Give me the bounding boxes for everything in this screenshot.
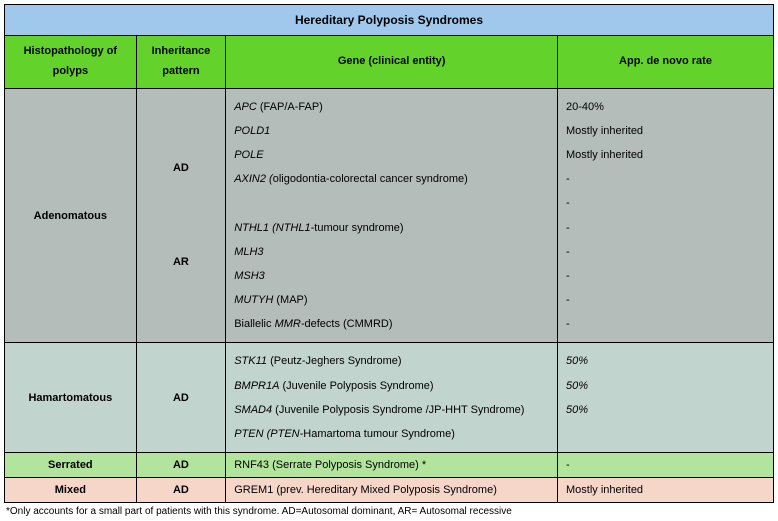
table-footnote: *Only accounts for a small part of patie… — [4, 503, 774, 517]
rate-line: - — [566, 216, 765, 240]
cell-hamart-label: Hamartomatous — [5, 343, 137, 453]
cell-adeno-label: Adenomatous — [5, 88, 137, 343]
cell-serrated-gene: RNF43 (Serrate Polyposis Syndrome) * — [226, 453, 558, 478]
gene-line: BMPR1A (Juvenile Polyposis Syndrome) — [234, 374, 549, 398]
adeno-inh-ad: AD — [145, 122, 218, 216]
row-adenomatous: Adenomatous AD AR APC (FAP/A-FAP)POLD1PO… — [5, 88, 774, 343]
mixed-gene-paren: (prev. Hereditary Mixed Polyposis Syndro… — [273, 484, 497, 496]
cell-serrated-label: Serrated — [5, 453, 137, 478]
gene-line: NTHL1 (NTHL1-tumour syndrome) — [234, 216, 549, 240]
cell-hamart-rates: 50%50%50% — [558, 343, 774, 453]
rate-line: - — [566, 264, 765, 288]
serrated-gene-symbol: RNF43 — [234, 459, 269, 471]
gene-line: SMAD4 (Juvenile Polyposis Syndrome /JP-H… — [234, 398, 549, 422]
header-inheritance: Inheritance pattern — [136, 36, 226, 89]
serrated-gene-paren: (Serrate Polyposis Syndrome) * — [269, 459, 426, 471]
header-histopathology: Histopathology of polyps — [5, 36, 137, 89]
rate-line: 50% — [566, 349, 765, 373]
gene-line: PTEN (PTEN-Hamartoma tumour Syndrome) — [234, 422, 549, 446]
adeno-inh-ar: AR — [145, 216, 218, 310]
gene-line: POLE — [234, 143, 549, 167]
gene-line: AXIN2 (oligodontia-colorectal cancer syn… — [234, 167, 549, 191]
cell-hamart-inheritance: AD — [136, 343, 226, 453]
row-serrated: Serrated AD RNF43 (Serrate Polyposis Syn… — [5, 453, 774, 478]
row-hamartomatous: Hamartomatous AD STK11 (Peutz-Jeghers Sy… — [5, 343, 774, 453]
rate-line: Mostly inherited — [566, 119, 765, 143]
mixed-gene-symbol: GREM1 — [234, 484, 273, 496]
gene-line: MLH3 — [234, 240, 549, 264]
rate-line — [566, 422, 765, 446]
rate-line: - — [566, 288, 765, 312]
gene-line: POLD1 — [234, 119, 549, 143]
cell-adeno-rates: 20-40%Mostly inheritedMostly inherited--… — [558, 88, 774, 343]
rate-line: 50% — [566, 374, 765, 398]
cell-serrated-inheritance: AD — [136, 453, 226, 478]
row-mixed: Mixed AD GREM1 (prev. Hereditary Mixed P… — [5, 478, 774, 503]
rate-line: 50% — [566, 398, 765, 422]
rate-line: - — [566, 191, 765, 215]
polyposis-table: Hereditary Polyposis Syndromes Histopath… — [4, 4, 774, 503]
rate-line: Mostly inherited — [566, 143, 765, 167]
gene-line: MSH3 — [234, 264, 549, 288]
rate-line: - — [566, 167, 765, 191]
gene-line: APC (FAP/A-FAP) — [234, 95, 549, 119]
gene-line: STK11 (Peutz-Jeghers Syndrome) — [234, 349, 549, 373]
cell-adeno-genes: APC (FAP/A-FAP)POLD1POLEAXIN2 (oligodont… — [226, 88, 558, 343]
cell-adeno-inheritance: AD AR — [136, 88, 226, 343]
rate-line: - — [566, 240, 765, 264]
cell-serrated-rate: - — [558, 453, 774, 478]
cell-hamart-genes: STK11 (Peutz-Jeghers Syndrome)BMPR1A (Ju… — [226, 343, 558, 453]
cell-mixed-inheritance: AD — [136, 478, 226, 503]
rate-line: 20-40% — [566, 95, 765, 119]
rate-line: - — [566, 312, 765, 336]
cell-mixed-label: Mixed — [5, 478, 137, 503]
gene-line: Biallelic MMR-defects (CMMRD) — [234, 312, 549, 336]
cell-mixed-rate: Mostly inherited — [558, 478, 774, 503]
cell-mixed-gene: GREM1 (prev. Hereditary Mixed Polyposis … — [226, 478, 558, 503]
header-rate: App. de novo rate — [558, 36, 774, 89]
gene-line: MUTYH (MAP) — [234, 288, 549, 312]
header-gene: Gene (clinical entity) — [226, 36, 558, 89]
table-title: Hereditary Polyposis Syndromes — [5, 5, 774, 36]
